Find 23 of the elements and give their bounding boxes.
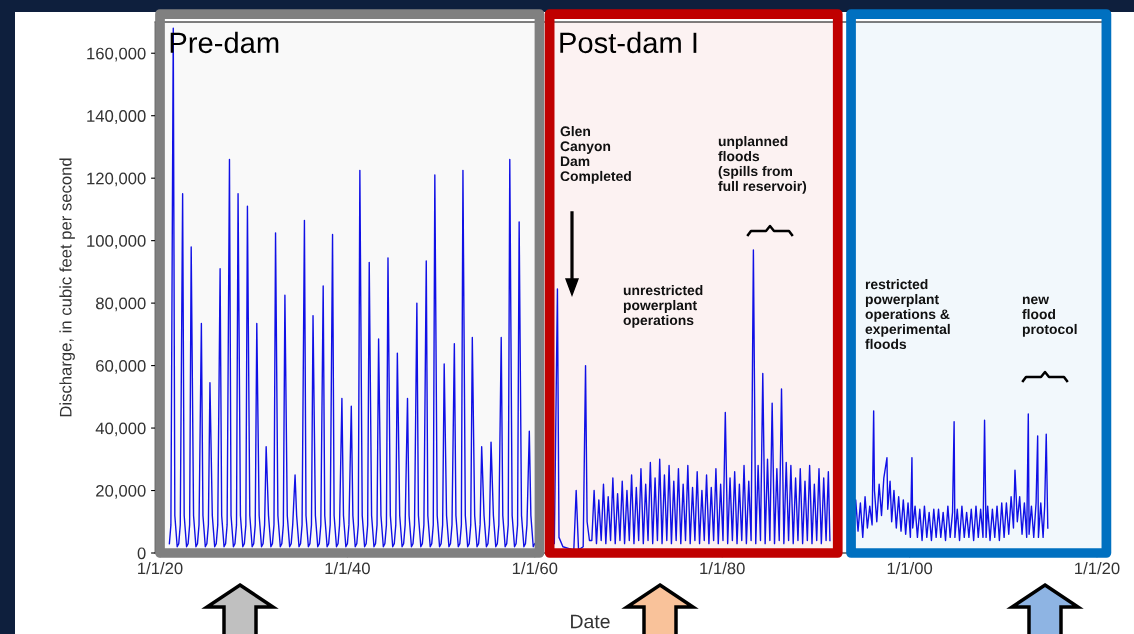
y-tick-label: 160,000 — [87, 47, 146, 62]
y-axis-title: Discharge, in cubic feet per second — [59, 158, 75, 417]
x-tick-label: 1/1/60 — [512, 562, 558, 575]
y-tick-label: 60,000 — [96, 359, 146, 374]
x-tick-label: 1/1/20 — [138, 562, 183, 575]
y-tick-label: 0 — [137, 547, 146, 560]
y-tick-label: 120,000 — [87, 172, 146, 187]
annotation: unplanned floods (spills from full reservoir) — [718, 136, 807, 194]
annotation: Glen Canyon Dam Completed — [560, 126, 631, 184]
x-tick-label: 1/1/80 — [700, 562, 745, 575]
y-tick-label: 140,000 — [87, 110, 146, 124]
y-tick-label: 80,000 — [96, 297, 146, 312]
x-axis-title: Date — [571, 614, 610, 629]
annotation: restricted powerplant operations & experimental floods — [865, 279, 950, 350]
y-tick-label: 40,000 — [95, 422, 146, 437]
annotation: unrestricted powerplant operations — [623, 285, 703, 328]
x-tick-label: 1/1/40 — [325, 562, 370, 575]
x-tick-label: 1/1/20 — [1075, 562, 1120, 575]
y-tick-label: 20,000 — [96, 484, 146, 499]
band-label: Post-dam I — [560, 31, 697, 54]
y-tick-label: 100,000 — [87, 235, 146, 249]
annotation: new flood protocol — [1022, 296, 1077, 337]
x-tick-label: 1/1/00 — [887, 562, 933, 575]
